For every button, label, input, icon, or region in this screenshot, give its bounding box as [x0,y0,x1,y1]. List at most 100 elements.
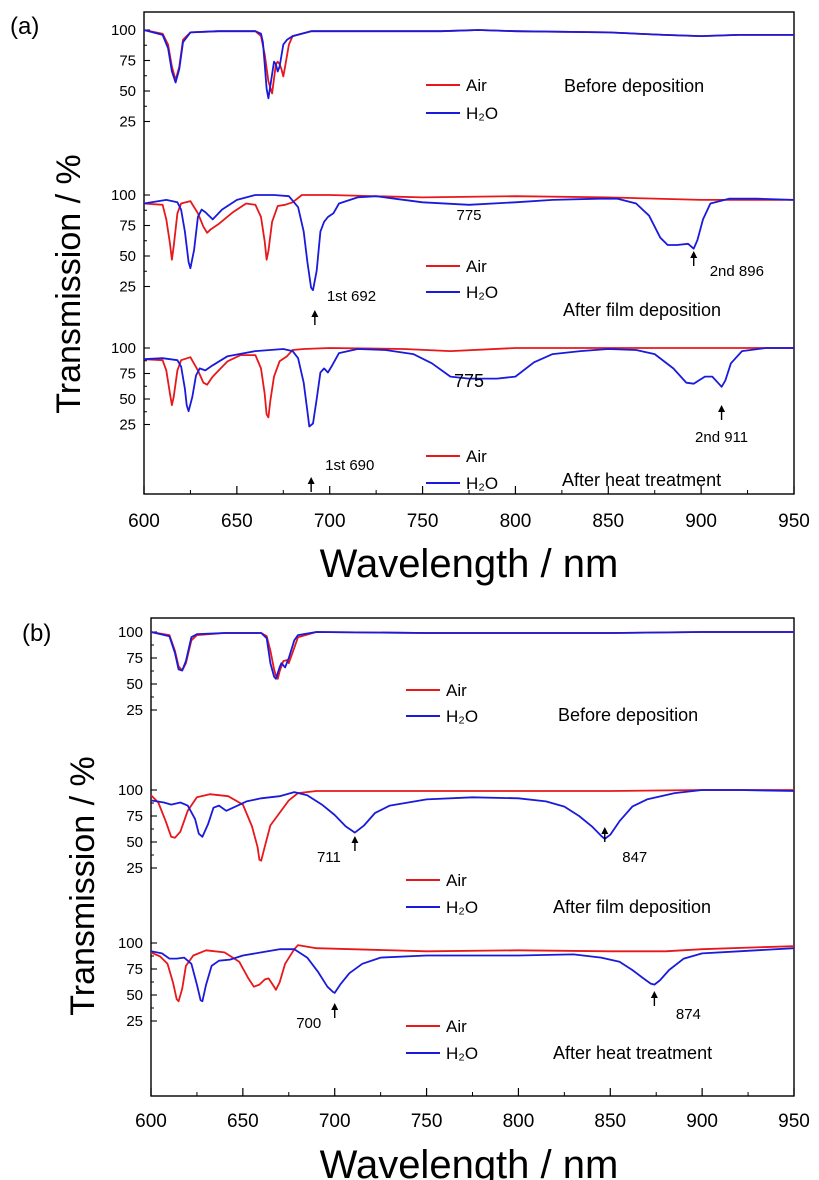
y-tick-label: 75 [126,650,143,667]
legend-label-h2o: H₂O [466,104,498,123]
x-tick-label: 700 [314,511,346,532]
legend-label-air: Air [446,1017,467,1036]
series-line-h2o [150,789,795,840]
peak-annotation: 711 [317,849,341,866]
x-tick-label: 650 [221,511,253,532]
series-line-h2o [150,947,795,1003]
y-tick-label: 25 [126,702,143,719]
x-tick-label: 600 [128,511,160,532]
x-tick-label: 800 [503,1111,535,1132]
series-line-h2o [143,347,794,428]
peak-annotation: 874 [676,1006,701,1023]
x-tick-label: 950 [778,511,810,532]
x-tick-label: 850 [594,1111,626,1132]
series-line-h2o [150,631,794,680]
spectrum-block: 25 50 75 100 Air H₂O After heat treatment [111,340,794,493]
y-tick-label: 50 [119,83,136,100]
x-tick-label: 750 [411,1111,443,1132]
legend-label-air: Air [466,257,487,276]
series-line-air [143,347,794,419]
x-tick-label: 850 [592,511,624,532]
plot-frame [150,617,795,1097]
y-tick-label: 75 [126,808,143,825]
series-line-h2o [143,29,794,100]
series-line-air [150,944,795,1003]
peak-annotation: 1st 692 [327,288,376,305]
peak-arrow-head [718,405,726,412]
y-tick-label: 50 [119,248,136,265]
y-tick-label: 50 [126,987,143,1004]
y-tick-label: 50 [119,391,136,408]
peak-arrow-head [307,477,315,484]
panel-a: (a) 600 650 700 750 800 850 900 950 Wavelength / … [10,11,810,586]
y-tick-label: 25 [119,114,136,131]
y-tick-label: 25 [119,417,136,434]
y-tick-label: 50 [126,834,143,851]
peak-arrow-head [650,991,658,998]
y-tick-label: 75 [119,218,136,235]
y-tick-label: 25 [126,860,143,877]
panel-label: (b) [22,620,51,647]
peak-annotation: 2nd 911 [695,429,748,446]
y-tick-label: 100 [111,187,136,204]
series-line-air [150,789,794,862]
x-axis-label: Wavelength / nm [320,542,619,586]
y-tick-label: 100 [118,782,143,799]
series-line-h2o [143,194,795,292]
x-tick-label: 750 [407,511,439,532]
x-tick-label: 900 [685,511,717,532]
condition-label: After heat treatment [553,1043,712,1063]
x-tick-label: 650 [227,1111,259,1132]
peak-arrow-head [351,836,359,843]
legend-label-h2o: H₂O [466,283,498,302]
peak-annotation: 847 [622,849,647,866]
x-tick-label: 700 [319,1111,351,1132]
series-line-air [150,631,794,680]
y-axis-label: Transmission / % [64,756,102,1015]
peak-arrow-head [311,310,319,317]
x-tick-label: 600 [135,1111,167,1132]
spectrum-block: 25 50 75 100 Air H₂O After film deposition [118,782,795,917]
condition-label: After heat treatment [562,470,721,490]
series-line-air [143,194,794,261]
spectrum-block: 25 50 75 100 Air H₂O After film deposition [111,187,795,320]
y-tick-label: 75 [119,366,136,383]
condition-label: Before deposition [558,705,698,725]
spectrum-block: 25 50 75 100 Air H₂O Before deposition [118,624,794,726]
legend-label-h2o: H₂O [466,474,498,493]
panel-label: (a) [10,13,39,40]
peak-annotation: 775 [456,207,481,224]
peak-arrow-head [331,1003,339,1010]
spectrum-block: 25 50 75 100 Air H₂O Before deposition [111,22,794,131]
y-tick-label: 25 [119,279,136,296]
y-tick-label: 100 [118,624,143,641]
peak-annotation: 775 [454,371,484,391]
y-tick-label: 75 [119,53,136,70]
legend-label-air: Air [446,871,467,890]
condition-label: Before deposition [564,76,704,96]
peak-arrow-head [601,827,609,834]
y-tick-label: 50 [126,676,143,693]
peak-annotation: 700 [296,1015,321,1032]
x-tick-label: 900 [686,1111,718,1132]
y-axis-label: Transmission / % [50,154,88,413]
condition-label: After film deposition [553,897,711,917]
condition-label: After film deposition [563,300,721,320]
y-tick-label: 100 [111,340,136,357]
x-tick-label: 950 [778,1111,810,1132]
legend-label-air: Air [466,76,487,95]
panel-b: (b) 600 650 700 750 800 850 900 950 Wavelength / … [22,617,810,1180]
spectrum-block: 25 50 75 100 Air H₂O After heat treatment [118,935,795,1063]
y-tick-label: 25 [126,1013,143,1030]
peak-annotation: 2nd 896 [710,263,764,280]
y-tick-label: 75 [126,961,143,978]
y-tick-label: 100 [118,935,143,952]
legend-label-air: Air [446,681,467,700]
peak-arrow-head [690,251,698,258]
y-tick-label: 100 [111,22,136,39]
x-axis-label: Wavelength / nm [320,1143,619,1180]
x-tick-label: 800 [500,511,532,532]
legend-label-air: Air [466,447,487,466]
legend-label-h2o: H₂O [446,707,478,726]
